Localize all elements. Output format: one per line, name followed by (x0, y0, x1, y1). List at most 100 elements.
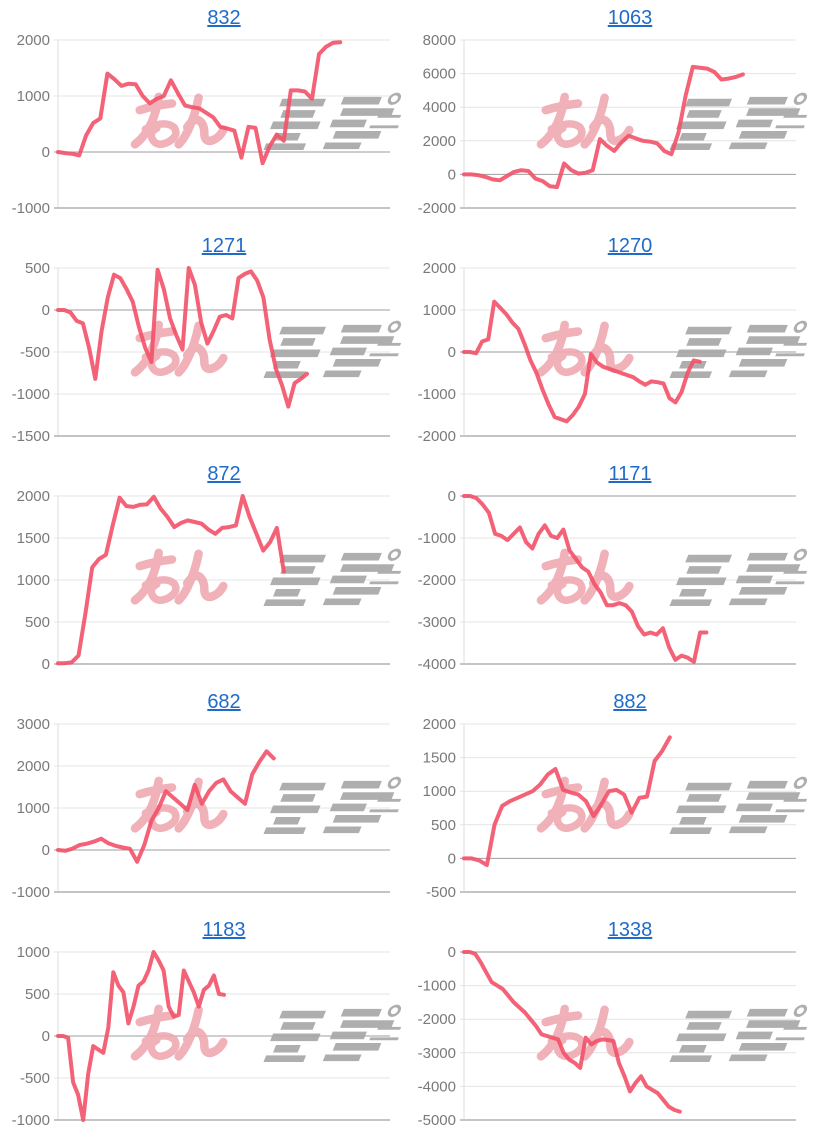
y-tick-label: 1000 (17, 88, 50, 105)
watermark-minrepo-icon (541, 778, 812, 834)
chart-card: 1171 0 -1000 -2000 -3000 -4000 (406, 456, 813, 684)
y-tick-label: -5000 (418, 1112, 456, 1129)
y-tick-label: 500 (431, 817, 456, 834)
y-tick-label: 2000 (17, 758, 50, 775)
series-line (462, 64, 745, 189)
slump-graph: 0 -1000 -2000 -3000 -4000 -5000 (418, 944, 812, 1129)
series-line (56, 749, 276, 864)
slump-graph: 2000 1000 0 -1000 -2000 (418, 260, 812, 445)
chart-card: 1270 2000 1000 0 -1000 -2000 (406, 228, 813, 456)
y-tick-label: 1500 (423, 750, 456, 767)
chart-title: 682 (58, 684, 390, 714)
series-line (462, 735, 672, 868)
y-tick-label: -2000 (418, 1011, 456, 1028)
chart-title: 1338 (464, 912, 796, 942)
y-tick-label: -1000 (418, 530, 456, 547)
chart-title-link[interactable]: 1171 (608, 463, 652, 485)
chart-title: 872 (58, 456, 390, 486)
y-tick-label: -4000 (418, 656, 456, 673)
y-tick-label: 0 (448, 344, 456, 361)
y-tick-label: 2000 (17, 488, 50, 505)
y-tick-label: 0 (42, 842, 50, 859)
chart-title: 1270 (464, 228, 796, 258)
y-tick-label: 4000 (423, 99, 456, 116)
chart-card: 1271 500 0 -500 -1000 -1500 (0, 228, 406, 456)
y-tick-label: 1000 (17, 944, 50, 961)
y-tick-label: 2000 (423, 260, 456, 277)
slump-graph: 500 0 -500 -1000 -1500 (12, 260, 406, 445)
chart-title-link[interactable]: 1063 (607, 7, 653, 29)
chart-card: 1183 1000 500 0 -500 -1000 (0, 912, 406, 1140)
series-line (462, 299, 702, 424)
y-tick-label: 1000 (423, 302, 456, 319)
chart-card: 872 2000 1500 1000 500 0 (0, 456, 406, 684)
y-tick-label: -2000 (418, 428, 456, 445)
chart-title: 1063 (464, 0, 796, 30)
y-tick-label: -1000 (12, 200, 50, 217)
slump-graph: 3000 2000 1000 0 -1000 (12, 716, 406, 901)
y-tick-label: 0 (42, 144, 50, 161)
watermark-minrepo-icon (541, 550, 812, 606)
chart-title-link[interactable]: 1270 (607, 235, 653, 257)
slump-graph: 2000 1000 0 -1000 (12, 32, 406, 217)
y-tick-label: 2000 (423, 133, 456, 150)
y-tick-label: -1000 (12, 884, 50, 901)
y-tick-label: 1500 (17, 530, 50, 547)
chart-card: 1063 8000 6000 4000 2000 0 -2000 (406, 0, 813, 228)
watermark-minrepo-icon (135, 778, 406, 834)
y-tick-label: -500 (20, 344, 50, 361)
chart-title-link[interactable]: 872 (207, 463, 241, 485)
series-line (56, 950, 226, 1122)
chart-title: 882 (464, 684, 796, 714)
y-tick-label: 500 (25, 614, 50, 631)
slump-graph: 8000 6000 4000 2000 0 -2000 (418, 32, 812, 217)
chart-title: 1171 (464, 456, 796, 486)
y-tick-label: -500 (426, 884, 456, 901)
y-tick-label: -1000 (12, 1112, 50, 1129)
y-tick-label: 0 (42, 302, 50, 319)
slump-graph: 2000 1500 1000 500 0 -500 (423, 716, 812, 901)
y-tick-label: -1500 (12, 428, 50, 445)
chart-title-link[interactable]: 1183 (202, 919, 246, 941)
y-tick-label: -1000 (418, 978, 456, 995)
y-tick-label: 1000 (423, 783, 456, 800)
watermark-minrepo-icon (135, 550, 406, 606)
y-tick-label: 0 (448, 488, 456, 505)
chart-title-link[interactable]: 682 (207, 691, 241, 713)
y-tick-label: 3000 (17, 716, 50, 733)
y-tick-label: -4000 (418, 1078, 456, 1095)
chart-title: 1271 (58, 228, 390, 258)
chart-title-link[interactable]: 882 (613, 691, 647, 713)
y-tick-label: 0 (448, 850, 456, 867)
y-tick-label: 500 (25, 986, 50, 1003)
y-tick-label: -3000 (418, 1045, 456, 1062)
series-line (56, 494, 286, 666)
slump-graph: 0 -1000 -2000 -3000 -4000 (418, 488, 812, 673)
y-tick-label: -2000 (418, 572, 456, 589)
y-tick-label: -3000 (418, 614, 456, 631)
watermark-minrepo-icon (541, 322, 812, 378)
y-tick-label: 500 (25, 260, 50, 277)
y-tick-label: 2000 (423, 716, 456, 733)
chart-title-link[interactable]: 1338 (607, 919, 653, 941)
y-tick-label: 0 (42, 1028, 50, 1045)
y-tick-label: -2000 (418, 200, 456, 217)
y-tick-label: 0 (448, 944, 456, 961)
y-tick-label: -1000 (12, 386, 50, 403)
y-tick-label: 6000 (423, 66, 456, 83)
y-tick-label: 1000 (17, 572, 50, 589)
y-tick-label: 0 (448, 166, 456, 183)
y-tick-label: 8000 (423, 32, 456, 49)
series-line (56, 40, 343, 166)
chart-card: 1338 0 -1000 -2000 -3000 -4000 -5000 (406, 912, 813, 1140)
y-tick-label: -1000 (418, 386, 456, 403)
slump-graph: 1000 500 0 -500 -1000 (12, 944, 406, 1129)
chart-title: 1183 (58, 912, 390, 942)
y-tick-label: 2000 (17, 32, 50, 49)
chart-title-link[interactable]: 1271 (201, 235, 247, 257)
chart-title: 832 (58, 0, 390, 30)
chart-title-link[interactable]: 832 (207, 7, 241, 29)
y-tick-label: -500 (20, 1070, 50, 1087)
series-line (462, 950, 682, 1114)
